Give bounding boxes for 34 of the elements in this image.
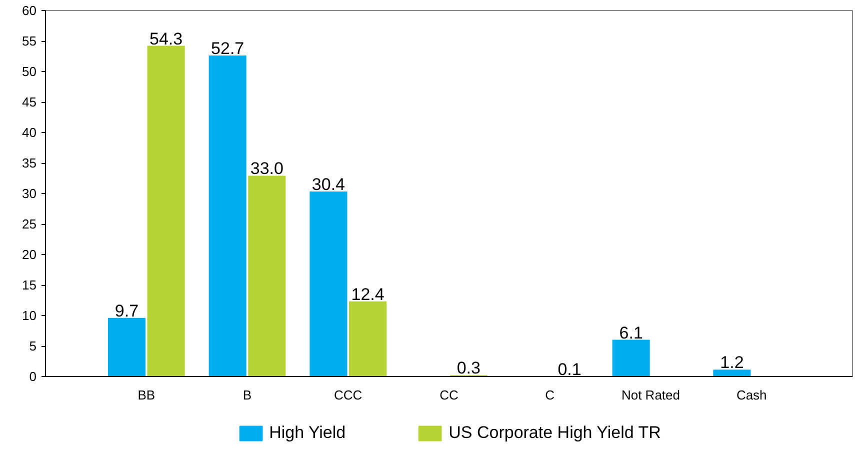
legend-label: US Corporate High Yield TR — [448, 422, 661, 442]
data-label: 54.3 — [150, 29, 183, 48]
data-label: 9.7 — [114, 301, 139, 320]
bar — [611, 338, 651, 376]
y-tick-label: 5 — [29, 338, 37, 354]
x-tick-label: Cash — [736, 388, 767, 402]
x-tick-label: CCC — [334, 388, 362, 402]
data-label: 33.0 — [250, 159, 284, 178]
y-tick-label: 50 — [22, 64, 37, 79]
x-tick-label: BB — [138, 388, 156, 402]
y-tick-label: 30 — [22, 186, 37, 201]
y-tick-label: 0 — [29, 369, 37, 384]
y-tick-label: 15 — [22, 278, 37, 292]
y-tick-label: 25 — [22, 216, 37, 232]
data-label: 0.3 — [456, 358, 480, 378]
x-tick-label: Not Rated — [621, 388, 680, 402]
x-tick-label: B — [242, 388, 252, 402]
y-tick-label: 10 — [22, 308, 37, 323]
data-label: 30.4 — [312, 175, 346, 194]
data-label: 6.1 — [619, 323, 643, 342]
x-tick-label: C — [545, 388, 555, 402]
y-tick-label: 35 — [22, 156, 37, 170]
y-tick-label: 45 — [22, 94, 37, 110]
data-label: 12.4 — [351, 284, 384, 304]
data-label: 1.2 — [720, 353, 744, 372]
bar — [712, 368, 752, 376]
y-tick-label: 40 — [22, 125, 37, 140]
data-label: 52.7 — [211, 39, 244, 58]
data-label: 0.1 — [558, 360, 582, 379]
x-tick-label: CC — [440, 388, 458, 402]
y-tick-label: 55 — [22, 34, 37, 48]
y-tick-label: 20 — [22, 247, 37, 262]
y-tick-label: 60 — [22, 3, 37, 18]
legend-label: High Yield — [269, 422, 346, 442]
